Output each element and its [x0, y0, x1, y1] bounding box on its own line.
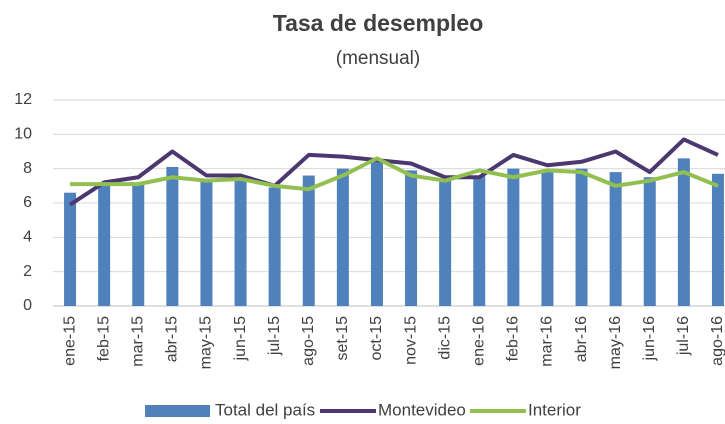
x-tick-label: oct-15 [368, 316, 385, 361]
y-tick-label: 4 [23, 229, 32, 246]
y-tick-label: 10 [14, 126, 32, 143]
x-tick-label: may-16 [607, 316, 624, 369]
x-tick-label: feb-15 [95, 316, 112, 361]
x-tick-label: jul-15 [266, 316, 283, 356]
legend-label: Interior [528, 400, 581, 419]
y-tick-label: 8 [23, 160, 32, 177]
x-tick-label: jun-15 [232, 316, 249, 362]
x-tick-label: set-15 [334, 316, 351, 361]
bar [132, 184, 145, 306]
chart-title: Tasa de desempleo [273, 10, 484, 36]
x-tick-label: ago-16 [709, 316, 725, 366]
bar [234, 180, 247, 306]
line [68, 137, 719, 207]
x-tick-label: ene-15 [61, 316, 78, 366]
bar [473, 175, 486, 306]
y-tick-label: 6 [23, 194, 32, 211]
y-tick-label: 0 [23, 297, 32, 314]
x-tick-label: abr-15 [164, 316, 181, 362]
x-tick-label: nov-15 [402, 316, 419, 365]
line [70, 156, 719, 192]
legend-swatch [145, 405, 210, 417]
bar [98, 184, 111, 306]
x-tick-label: abr-16 [573, 316, 590, 362]
bar [268, 187, 281, 306]
bar [677, 158, 690, 306]
bar [166, 166, 179, 306]
bar [643, 177, 656, 306]
legend-label: Montevideo [378, 400, 466, 419]
bar [711, 173, 724, 306]
x-tick-label: ago-15 [300, 316, 317, 366]
x-tick-label: mar-16 [539, 316, 556, 367]
x-tick-label: ene-16 [470, 316, 487, 366]
chart-subtitle: (mensual) [336, 48, 420, 69]
x-tick-label: may-15 [198, 316, 215, 369]
bar [609, 172, 622, 306]
bar [575, 168, 588, 306]
bar [336, 168, 349, 306]
x-tick-label: jun-16 [641, 316, 658, 362]
x-tick-label: jul-16 [675, 316, 692, 356]
bar [439, 180, 452, 306]
x-tick-label: feb-16 [505, 316, 522, 361]
y-tick-label: 2 [23, 263, 32, 280]
bar [64, 192, 77, 306]
bar [541, 170, 554, 306]
legend-label: Total del país [215, 400, 315, 419]
bar [370, 161, 383, 306]
bar [200, 180, 213, 306]
bar [302, 175, 315, 306]
bar [405, 170, 418, 306]
x-tick-label: mar-15 [129, 316, 146, 367]
bar [507, 168, 520, 306]
y-tick-label: 12 [14, 91, 32, 108]
x-tick-label: dic-15 [436, 316, 453, 360]
